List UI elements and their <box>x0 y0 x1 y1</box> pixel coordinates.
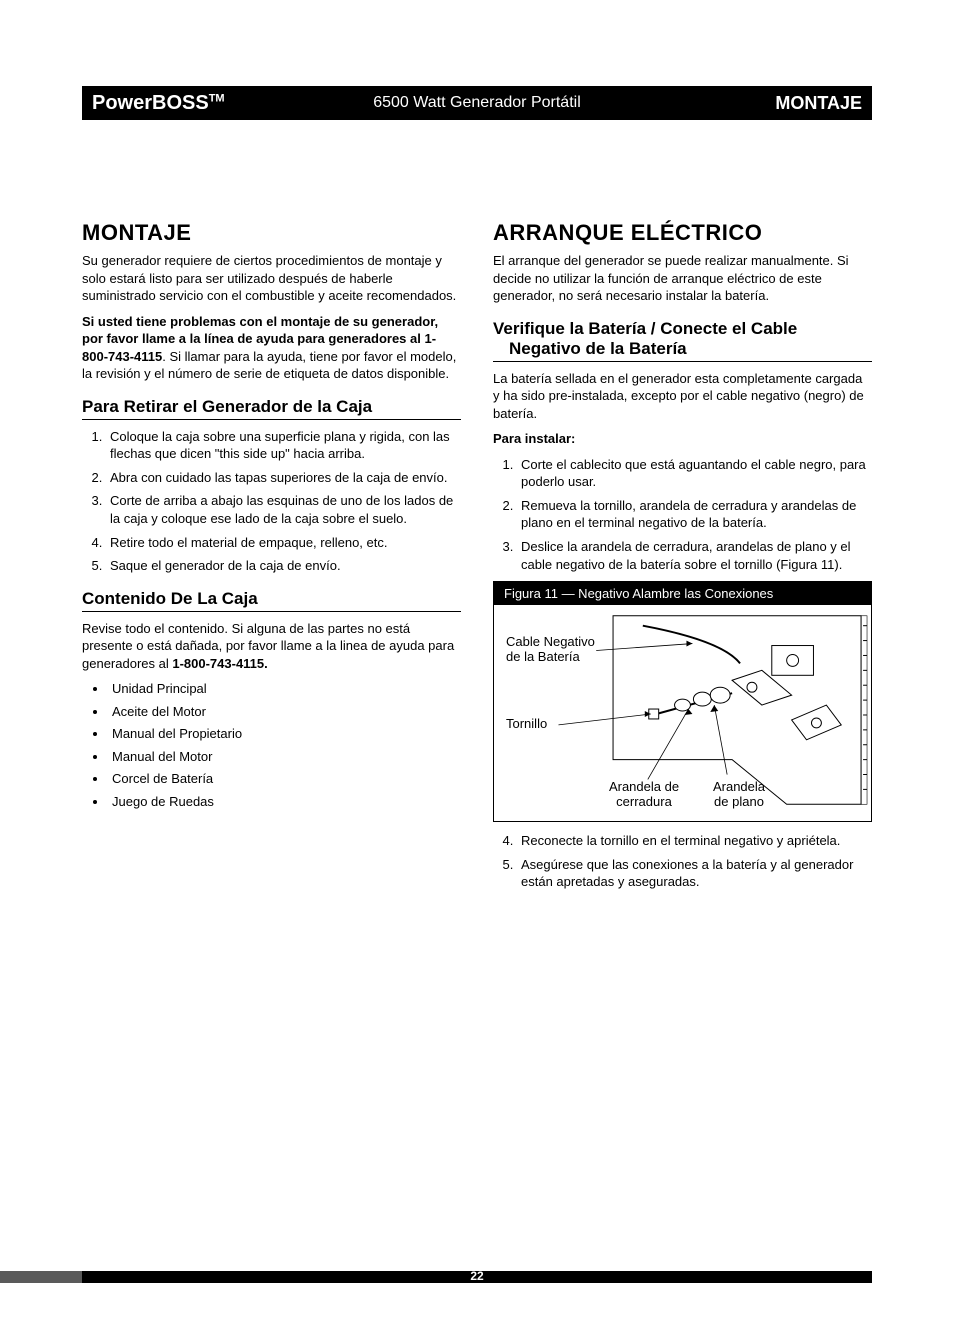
verifique-heading: Verifique la Batería / Conecte el Cable … <box>493 319 872 362</box>
instalar-steps-cont: Reconecte la tornillo en el terminal neg… <box>493 832 872 891</box>
list-item: Asegúrese que las conexiones a la baterí… <box>517 856 872 891</box>
header-subtitle: 6500 Watt Generador Portátil <box>82 94 872 112</box>
fig-label-tornillo: Tornillo <box>506 717 547 732</box>
footer: 22 <box>0 1271 954 1283</box>
montaje-heading: MONTAJE <box>82 220 461 246</box>
verifique-line2: Negativo de la Batería <box>509 339 687 358</box>
list-item: Unidad Principal <box>108 680 461 698</box>
figure-body: Cable Negativo de la Batería Tornillo Ar… <box>494 605 871 821</box>
contenido-intro-text: Revise todo el contenido. Si alguna de l… <box>82 621 454 671</box>
list-item: Aceite del Motor <box>108 703 461 721</box>
contenido-heading: Contenido De La Caja <box>82 589 461 612</box>
content-columns: MONTAJE Su generador requiere de ciertos… <box>82 220 872 899</box>
list-item: Manual del Motor <box>108 748 461 766</box>
contenido-phone: 1-800-743-4115. <box>172 656 267 671</box>
montaje-help: Si usted tiene problemas con el montaje … <box>82 313 461 383</box>
right-column: ARRANQUE ELÉCTRICO El arranque del gener… <box>493 220 872 899</box>
list-item: Remueva la tornillo, arandela de cerradu… <box>517 497 872 532</box>
page: PowerBOSSTM 6500 Watt Generador Portátil… <box>0 86 954 1321</box>
para-instalar-label: Para instalar: <box>493 430 872 448</box>
figure-caption: Figura 11 — Negativo Alambre las Conexio… <box>494 582 871 605</box>
contenido-list: Unidad Principal Aceite del Motor Manual… <box>82 680 461 810</box>
list-item: Abra con cuidado las tapas superiores de… <box>106 469 461 487</box>
instalar-steps: Corte el cablecito que está aguantando e… <box>493 456 872 573</box>
list-item: Manual del Propietario <box>108 725 461 743</box>
footer-bar: 22 <box>82 1271 872 1283</box>
montaje-intro: Su generador requiere de ciertos procedi… <box>82 252 461 305</box>
page-number: 22 <box>82 1269 872 1283</box>
arranque-intro: El arranque del generador se puede reali… <box>493 252 872 305</box>
figure-11: Figura 11 — Negativo Alambre las Conexio… <box>493 581 872 822</box>
list-item: Juego de Ruedas <box>108 793 461 811</box>
bateria-p1: La batería sellada en el generador esta … <box>493 370 872 423</box>
fig-label-arandela-plano: Arandela de plano <box>704 780 774 810</box>
verifique-line1: Verifique la Batería / Conecte el Cable <box>493 319 797 338</box>
retirar-heading: Para Retirar el Generador de la Caja <box>82 397 461 420</box>
list-item: Corcel de Batería <box>108 770 461 788</box>
fig-label-arandela-cerr: Arandela de cerradura <box>604 780 684 810</box>
fig-label-cable: Cable Negativo de la Batería <box>506 635 606 665</box>
arranque-heading: ARRANQUE ELÉCTRICO <box>493 220 872 246</box>
list-item: Corte de arriba a abajo las esquinas de … <box>106 492 461 527</box>
list-item: Corte el cablecito que está aguantando e… <box>517 456 872 491</box>
list-item: Saque el generador de la caja de envío. <box>106 557 461 575</box>
list-item: Coloque la caja sobre una superficie pla… <box>106 428 461 463</box>
retirar-steps: Coloque la caja sobre una superficie pla… <box>82 428 461 575</box>
list-item: Retire todo el material de empaque, rell… <box>106 534 461 552</box>
list-item: Deslice la arandela de cerradura, arande… <box>517 538 872 573</box>
left-column: MONTAJE Su generador requiere de ciertos… <box>82 220 461 899</box>
header-bar: PowerBOSSTM 6500 Watt Generador Portátil… <box>82 86 872 120</box>
list-item: Reconecte la tornillo en el terminal neg… <box>517 832 872 850</box>
contenido-intro: Revise todo el contenido. Si alguna de l… <box>82 620 461 673</box>
